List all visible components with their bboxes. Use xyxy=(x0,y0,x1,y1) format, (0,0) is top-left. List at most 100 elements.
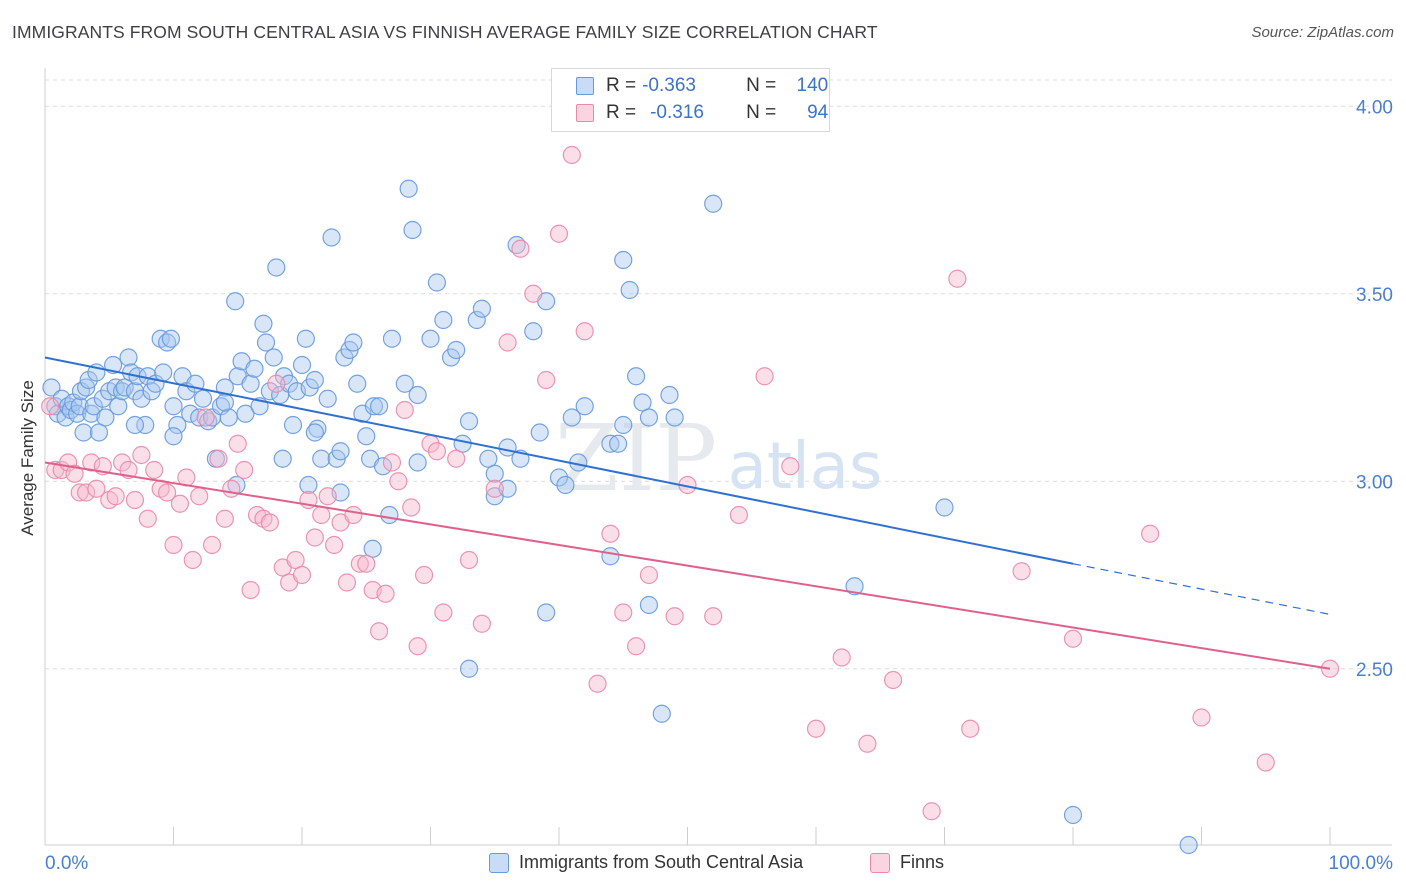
legend-row-south-central-asia: R = -0.363 N = 140 xyxy=(576,74,828,98)
data-point xyxy=(286,550,305,570)
data-point xyxy=(609,434,628,453)
data-point xyxy=(620,280,639,300)
data-point xyxy=(193,389,213,408)
data-point xyxy=(614,415,633,435)
data-point xyxy=(524,322,543,341)
y-tick-label: 3.00 xyxy=(1356,472,1393,493)
data-point xyxy=(652,704,671,723)
data-point xyxy=(498,479,517,498)
data-point xyxy=(665,408,684,427)
trend-line-finns xyxy=(44,461,1331,670)
data-point xyxy=(459,550,479,570)
data-point xyxy=(331,442,350,461)
data-point xyxy=(1140,524,1160,543)
data-point xyxy=(235,460,254,480)
legend-r-label: R = xyxy=(606,75,637,96)
data-point xyxy=(704,607,723,626)
data-point xyxy=(241,580,260,600)
data-point xyxy=(164,427,183,446)
data-point xyxy=(467,310,486,330)
data-point xyxy=(273,449,292,468)
bottom-legend-label: Finns xyxy=(900,852,945,872)
data-point xyxy=(549,224,569,243)
series-finns xyxy=(41,145,1340,821)
data-point xyxy=(935,498,954,517)
data-point xyxy=(267,374,286,393)
data-point xyxy=(399,179,418,198)
data-point xyxy=(414,565,434,585)
data-point xyxy=(1256,753,1275,772)
source-label: Source: ZipAtlas.com xyxy=(1251,24,1394,41)
data-point xyxy=(305,423,324,442)
data-point xyxy=(196,408,215,427)
legend-n-label: N = xyxy=(746,75,777,96)
data-point xyxy=(395,374,414,393)
data-point xyxy=(434,310,453,330)
y-tick-label: 4.00 xyxy=(1356,97,1393,118)
data-point xyxy=(115,378,134,397)
legend-swatch-blue xyxy=(576,77,594,95)
data-point xyxy=(498,333,517,352)
bottom-legend-swatch-pink xyxy=(870,852,890,873)
legend-n-value: 140 xyxy=(796,75,829,96)
legend-n-value: 94 xyxy=(807,102,829,123)
data-point xyxy=(389,472,408,491)
data-point xyxy=(119,348,138,367)
data-point xyxy=(79,370,98,390)
data-point xyxy=(408,637,427,656)
data-point xyxy=(575,322,594,341)
data-point xyxy=(601,524,620,543)
data-point xyxy=(858,734,877,753)
data-point xyxy=(1192,708,1211,727)
data-point xyxy=(209,449,228,468)
data-point xyxy=(357,427,376,446)
data-point xyxy=(305,370,324,390)
data-point xyxy=(280,374,299,393)
data-point xyxy=(183,550,202,570)
data-point xyxy=(190,408,209,427)
legend-swatch-pink xyxy=(576,104,594,122)
data-point xyxy=(190,487,209,506)
data-point xyxy=(228,434,247,453)
data-point xyxy=(402,498,421,517)
data-point xyxy=(236,404,255,423)
data-point xyxy=(136,415,155,435)
data-point xyxy=(77,483,96,502)
data-point xyxy=(562,145,581,165)
tick-labels: 2.50 3.00 3.50 4.00 0.0% 100.0% xyxy=(45,97,1393,874)
data-point xyxy=(562,408,581,427)
data-point xyxy=(447,340,466,360)
data-point xyxy=(154,363,173,382)
data-point xyxy=(312,505,331,525)
data-point xyxy=(215,393,234,412)
data-point xyxy=(549,468,569,487)
data-point xyxy=(109,397,128,416)
data-point xyxy=(704,194,723,213)
data-point xyxy=(138,509,157,528)
data-point xyxy=(485,464,504,483)
data-point xyxy=(408,385,427,405)
data-point xyxy=(883,670,903,690)
data-point xyxy=(639,595,659,615)
data-point xyxy=(168,415,187,435)
data-point xyxy=(226,292,245,311)
data-point xyxy=(125,415,145,435)
data-point xyxy=(357,554,376,573)
data-point xyxy=(1063,629,1083,648)
data-point xyxy=(41,397,60,416)
data-point xyxy=(556,475,575,495)
data-point xyxy=(447,449,466,468)
data-point xyxy=(614,603,633,622)
data-point xyxy=(82,453,101,472)
data-point xyxy=(89,423,109,442)
data-point xyxy=(511,239,530,258)
trend-lines xyxy=(44,356,1331,670)
data-point xyxy=(256,333,276,352)
data-point xyxy=(755,367,774,386)
data-point xyxy=(845,577,864,596)
data-point xyxy=(74,423,93,442)
data-point xyxy=(626,637,646,656)
bottom-legend-swatch-blue xyxy=(489,852,509,873)
watermark-atlas: atlas xyxy=(728,430,883,504)
y-tick-label: 3.50 xyxy=(1356,285,1393,306)
